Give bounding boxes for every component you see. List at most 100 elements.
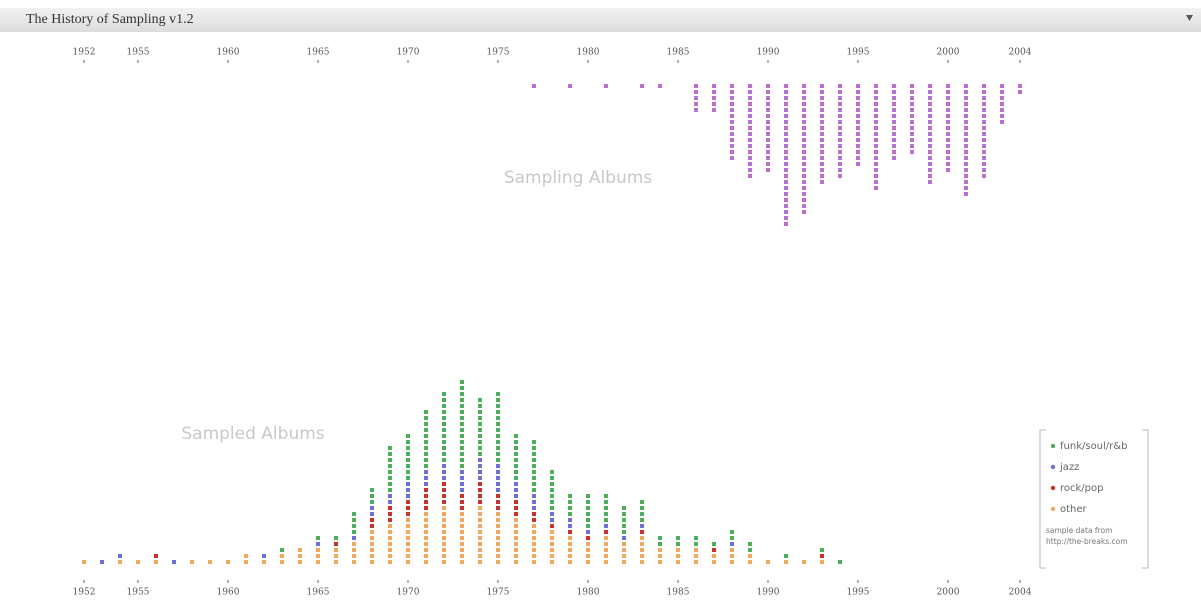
sampled-dot (352, 560, 356, 564)
sampled-dot (532, 554, 536, 558)
sampled-dot (532, 560, 536, 564)
x-tick-label: 2004 (1009, 48, 1032, 58)
sampling-dot (928, 114, 932, 118)
sampled-dot (550, 524, 554, 528)
sampling-dot (946, 150, 950, 154)
sampling-dot (982, 174, 986, 178)
sampling-dot (946, 168, 950, 172)
sampling-dot (748, 84, 752, 88)
sampling-dot (946, 108, 950, 112)
sampled-dot (442, 542, 446, 546)
sampled-dot (496, 536, 500, 540)
sampling-dot (982, 150, 986, 154)
sampled-dot (442, 482, 446, 486)
x-tick-label: 2000 (937, 588, 960, 598)
sampled-dot (406, 536, 410, 540)
sampled-dot (550, 518, 554, 522)
sampled-dot (496, 446, 500, 450)
sampled-label: Sampled Albums (181, 424, 324, 444)
sampled-dot (604, 494, 608, 498)
window-title: The History of Sampling v1.2 (26, 12, 194, 27)
sampling-dot (910, 84, 914, 88)
sampled-dot (334, 536, 338, 540)
sampled-dot (82, 560, 86, 564)
sampled-dot (406, 464, 410, 468)
sampling-dot (910, 90, 914, 94)
sampled-dot (172, 560, 176, 564)
sampled-dot (388, 464, 392, 468)
sampled-dot (388, 560, 392, 564)
sampling-dot (856, 162, 860, 166)
x-tick-label: 2000 (937, 48, 960, 58)
sampling-dot (964, 168, 968, 172)
sampling-dot (802, 108, 806, 112)
sampling-dot (946, 96, 950, 100)
sampled-dot (640, 530, 644, 534)
sampled-dot (622, 536, 626, 540)
sampled-dot (388, 506, 392, 510)
sampling-dot (910, 114, 914, 118)
sampling-dot (766, 156, 770, 160)
sampled-dot (424, 524, 428, 528)
sampled-dot (676, 548, 680, 552)
sampled-dot (514, 554, 518, 558)
sampled-dot (532, 530, 536, 534)
sampling-dot (892, 126, 896, 130)
sampled-dot (496, 482, 500, 486)
menu-arrow[interactable] (1186, 15, 1193, 21)
sampled-dot (352, 536, 356, 540)
sampled-dot (496, 518, 500, 522)
sampled-dot (388, 530, 392, 534)
sampled-dot (460, 506, 464, 510)
sampled-dot (424, 488, 428, 492)
sampling-dot (784, 132, 788, 136)
sampled-dot (442, 464, 446, 468)
sampling-dot (982, 144, 986, 148)
sampled-dot (406, 470, 410, 474)
sampled-dot (514, 488, 518, 492)
sampling-dot (874, 102, 878, 106)
sampled-dot (514, 548, 518, 552)
sampled-dot (496, 500, 500, 504)
sampled-dot (694, 560, 698, 564)
sampled-dot (424, 554, 428, 558)
sampling-dot (748, 96, 752, 100)
sampled-dot (424, 470, 428, 474)
sampling-dot (856, 114, 860, 118)
sampling-dot (748, 126, 752, 130)
sampled-dot (748, 548, 752, 552)
sampled-dot (442, 560, 446, 564)
sampled-dot (568, 560, 572, 564)
sampled-dot (334, 542, 338, 546)
x-tick-label: 1985 (667, 48, 690, 58)
sampled-dot (694, 542, 698, 546)
sampled-dot (568, 530, 572, 534)
sampled-dot (514, 506, 518, 510)
sampling-dot (748, 138, 752, 142)
sampling-dot (964, 174, 968, 178)
sampled-dot (676, 542, 680, 546)
sampled-dot (622, 530, 626, 534)
sampled-dot (640, 560, 644, 564)
sampled-dot (550, 530, 554, 534)
sampling-dot (874, 120, 878, 124)
sampling-dot (766, 132, 770, 136)
sampled-dot (514, 482, 518, 486)
sampling-dot (982, 114, 986, 118)
sampled-dot (388, 500, 392, 504)
sampling-dot (874, 114, 878, 118)
sampled-dot (442, 512, 446, 516)
sampled-dot (586, 494, 590, 498)
sampled-dot (478, 464, 482, 468)
sampled-dot (388, 542, 392, 546)
sampling-dot (838, 84, 842, 88)
sampling-dot (856, 126, 860, 130)
sampled-dot (694, 548, 698, 552)
sampled-dot (532, 518, 536, 522)
sampling-dot (892, 138, 896, 142)
sampled-dot (550, 536, 554, 540)
sampled-dot (460, 512, 464, 516)
sampling-dot (946, 114, 950, 118)
sampled-dot (388, 482, 392, 486)
